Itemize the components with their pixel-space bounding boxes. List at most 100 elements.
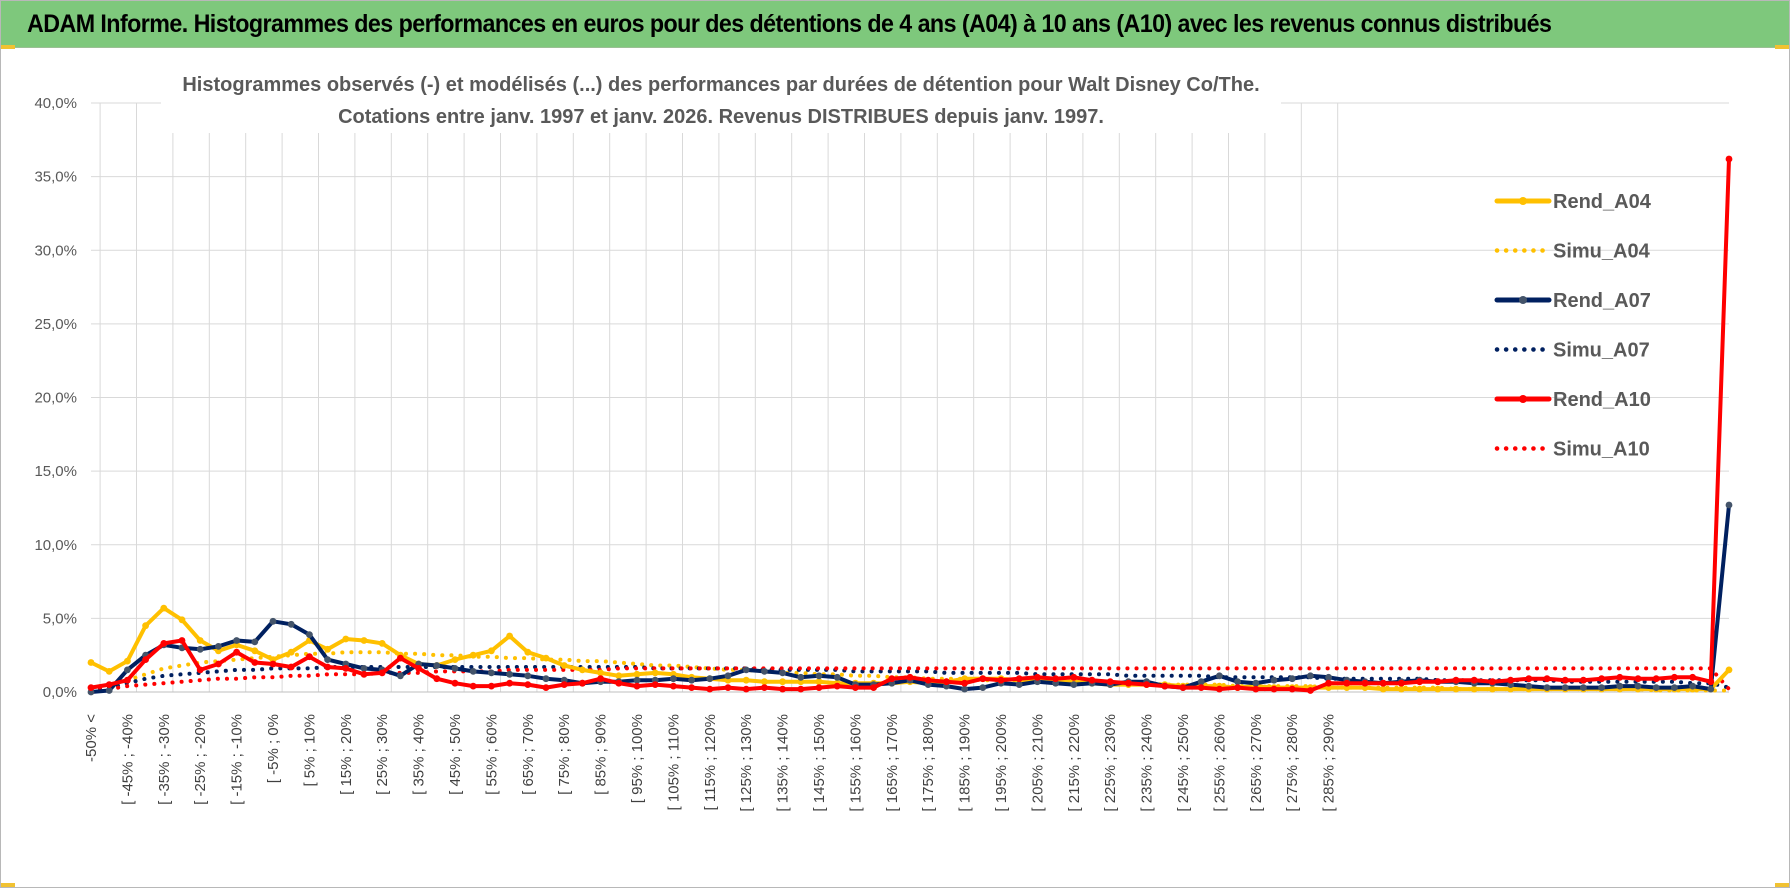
legend-label-Simu_A10: Simu_A10 (1553, 439, 1650, 461)
data-point-Rend_A04 (1452, 685, 1460, 693)
data-point-Rend_A10 (469, 682, 477, 690)
data-point-Rend_A10 (670, 682, 677, 690)
data-point-Rend_A07 (833, 673, 841, 681)
data-point-Rend_A10 (1671, 673, 1678, 681)
data-point-Rend_A07 (1216, 672, 1223, 680)
data-point-Rend_A04 (742, 676, 750, 684)
data-point-Rend_A07 (1015, 681, 1023, 688)
x-tick-label: [ 255% ; 260% (1211, 714, 1228, 812)
data-point-Rend_A10 (1343, 679, 1351, 687)
data-point-Rend_A07 (742, 666, 750, 674)
data-point-Rend_A10 (688, 684, 695, 691)
data-point-Rend_A07 (124, 666, 131, 674)
data-point-Rend_A04 (1489, 685, 1496, 693)
data-point-Rend_A04 (815, 678, 823, 686)
data-point-Rend_A04 (633, 670, 641, 678)
data-point-Rend_A07 (1197, 678, 1205, 686)
data-point-Rend_A10 (433, 675, 441, 683)
y-tick-label: 20,0% (34, 390, 77, 407)
data-point-Rend_A10 (178, 637, 186, 644)
data-point-Rend_A04 (251, 647, 259, 655)
data-point-Rend_A07 (196, 645, 204, 653)
data-point-Rend_A07 (633, 676, 641, 684)
data-point-Rend_A10 (1070, 673, 1078, 681)
data-point-Rend_A07 (1671, 684, 1678, 691)
data-point-Rend_A07 (1634, 682, 1642, 690)
banner-title: ADAM Informe. Histogrammes des performan… (27, 10, 1552, 38)
x-tick-label: [ 115% ; 120% (702, 714, 719, 810)
data-point-Rend_A10 (360, 670, 368, 678)
banner: ADAM Informe. Histogrammes des performan… (1, 1, 1789, 48)
x-tick-label: [ 225% ; 230% (1102, 714, 1119, 812)
x-tick-label: [ 45% ; 50% (447, 714, 464, 795)
data-point-Rend_A07 (269, 617, 277, 625)
data-point-Rend_A10 (488, 682, 495, 690)
data-point-Rend_A10 (1361, 679, 1369, 687)
data-point-Rend_A10 (124, 676, 131, 684)
data-point-Rend_A04 (524, 648, 532, 656)
data-point-Rend_A10 (1416, 678, 1423, 686)
data-point-Rend_A04 (488, 647, 495, 655)
data-point-Rend_A10 (1325, 679, 1332, 687)
data-point-Rend_A04 (105, 668, 113, 675)
y-tick-label: 10,0% (34, 537, 77, 554)
data-point-Rend_A07 (670, 675, 677, 683)
y-tick-label: 0,0% (43, 684, 77, 701)
y-tick-label: 15,0% (34, 463, 77, 480)
grid (91, 102, 1729, 693)
data-point-Rend_A10 (397, 654, 404, 662)
data-point-Rend_A10 (542, 684, 550, 691)
data-point-Rend_A07 (105, 687, 113, 694)
data-point-Rend_A10 (1015, 675, 1023, 683)
data-point-Rend_A04 (87, 659, 95, 666)
data-point-Rend_A10 (906, 673, 914, 681)
data-point-Rend_A07 (779, 669, 786, 677)
data-point-Rend_A10 (1052, 675, 1059, 683)
data-point-Rend_A07 (306, 631, 313, 638)
data-point-Rend_A07 (1234, 678, 1241, 686)
x-tick-label: [ 285% ; 290% (1321, 714, 1338, 812)
series-Rend_A10 (87, 155, 1733, 694)
data-point-Rend_A07 (1725, 501, 1733, 509)
data-point-Rend_A10 (324, 663, 331, 671)
data-point-Rend_A10 (1689, 673, 1696, 681)
data-point-Rend_A04 (142, 622, 150, 630)
data-point-Rend_A04 (342, 635, 350, 643)
data-point-Rend_A10 (779, 685, 786, 693)
data-point-Rend_A04 (378, 640, 386, 647)
data-point-Rend_A10 (1197, 684, 1205, 691)
data-point-Rend_A10 (1543, 675, 1551, 683)
data-point-Rend_A07 (433, 662, 441, 669)
legend-label-Rend_A07: Rend_A07 (1553, 290, 1651, 312)
data-point-Rend_A04 (160, 604, 168, 612)
data-point-Rend_A10 (1598, 675, 1605, 683)
data-point-Rend_A07 (469, 668, 477, 675)
data-point-Rend_A07 (979, 684, 987, 691)
data-point-Rend_A10 (870, 684, 877, 691)
x-tick-label: [ 15% ; 20% (338, 714, 355, 795)
data-point-Rend_A07 (724, 672, 732, 680)
data-point-Rend_A10 (378, 669, 386, 677)
legend-marker-Rend_A04 (1519, 197, 1527, 205)
data-point-Rend_A10 (852, 684, 859, 691)
data-point-Rend_A10 (833, 682, 841, 690)
data-point-Rend_A04 (615, 672, 623, 680)
x-tick-label: [ -5% ; 0% (265, 714, 282, 783)
data-point-Rend_A10 (1580, 676, 1587, 684)
legend-label-Simu_A07: Simu_A07 (1553, 340, 1650, 362)
data-point-Rend_A10 (105, 681, 113, 688)
data-point-Rend_A07 (233, 637, 241, 644)
data-point-Rend_A07 (706, 675, 714, 683)
corner-mark-bottom-right (1775, 883, 1789, 887)
data-point-Rend_A07 (1325, 673, 1332, 681)
data-point-Rend_A07 (251, 638, 259, 646)
data-point-Rend_A10 (287, 663, 295, 671)
data-point-Rend_A04 (579, 666, 586, 674)
data-point-Rend_A10 (724, 684, 732, 691)
data-point-Rend_A04 (506, 632, 513, 640)
data-point-Rend_A10 (1161, 682, 1169, 690)
x-tick-label: [ 265% ; 270% (1248, 714, 1265, 812)
data-point-Rend_A04 (1725, 666, 1733, 674)
data-point-Rend_A04 (196, 637, 204, 644)
